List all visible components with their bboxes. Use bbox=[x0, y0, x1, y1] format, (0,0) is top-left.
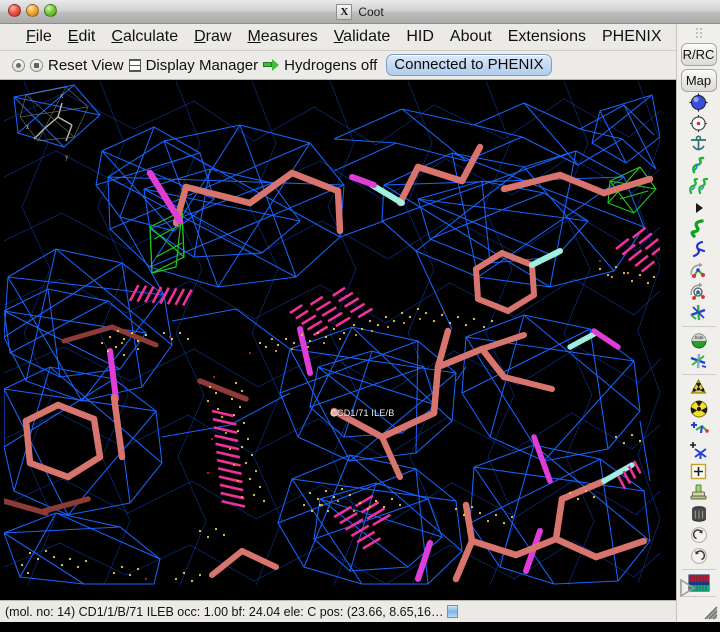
run-refmac-icon[interactable] bbox=[679, 572, 719, 593]
radiation-hazard-icon[interactable] bbox=[679, 398, 719, 419]
color-swatch-blue[interactable] bbox=[447, 605, 459, 618]
zoom-button[interactable] bbox=[44, 4, 57, 17]
protein-model-bonds bbox=[4, 143, 654, 583]
density-map-and-model-canvas bbox=[4, 81, 660, 588]
sidebar-separator bbox=[681, 374, 716, 375]
backbone-zigzag-icon[interactable] bbox=[679, 239, 719, 260]
green-arrow-icon[interactable] bbox=[263, 59, 280, 71]
menubar: File Edit Calculate Draw Measures Valida… bbox=[0, 24, 720, 51]
menu-validate[interactable]: Validate bbox=[333, 28, 391, 45]
play-button[interactable] bbox=[674, 576, 700, 600]
menu-about[interactable]: About bbox=[449, 28, 492, 45]
clash-marker-group bbox=[128, 226, 660, 550]
place-atom-at-pointer-icon[interactable] bbox=[679, 461, 719, 482]
sidebar-separator bbox=[681, 326, 716, 327]
sidebar-separator bbox=[681, 569, 716, 570]
right-toolbar: R/RC Map bbox=[676, 24, 720, 632]
toolbar: Reset View Display Manager Hydrogens off… bbox=[0, 51, 720, 80]
menu-file[interactable]: File bbox=[26, 28, 52, 45]
undo-icon[interactable] bbox=[679, 524, 719, 545]
delete-item-icon[interactable] bbox=[679, 503, 719, 524]
add-alt-conf-icon[interactable] bbox=[679, 440, 719, 461]
rotate-translate-atom-icon[interactable] bbox=[679, 281, 719, 302]
redo-icon[interactable] bbox=[679, 545, 719, 566]
density-mesh-background-layer bbox=[4, 81, 660, 586]
molecular-graphics-viewport[interactable]: CD1/71 ILE/B x y z bbox=[4, 81, 660, 588]
menu-measures[interactable]: Measures bbox=[247, 28, 318, 45]
close-button[interactable] bbox=[8, 4, 21, 17]
map-button[interactable]: Map bbox=[680, 69, 717, 92]
r-rc-button[interactable]: R/RC bbox=[680, 43, 717, 66]
add-terminal-residue-icon[interactable] bbox=[679, 419, 719, 440]
menu-extensions[interactable]: Extensions bbox=[507, 28, 586, 45]
ribbon-double-icon[interactable] bbox=[679, 176, 719, 197]
minimize-button[interactable] bbox=[26, 4, 39, 17]
status-text: (mol. no: 14) CD1/1/B/71 ILEB occ: 1.00 … bbox=[5, 604, 444, 619]
anchor-atom-icon[interactable] bbox=[679, 134, 719, 155]
x11-app-icon: X bbox=[336, 4, 353, 20]
menu-draw[interactable]: Draw bbox=[194, 28, 232, 45]
window-titlebar: X Coot bbox=[0, 0, 720, 24]
hydrogens-toggle-button[interactable]: Hydrogens off bbox=[284, 56, 378, 74]
resize-grip-icon[interactable] bbox=[704, 606, 718, 620]
window-controls bbox=[8, 4, 57, 17]
sphere-crosshair-icon[interactable] bbox=[679, 92, 719, 113]
contact-dots-group bbox=[20, 260, 656, 583]
axes-faint-mesh bbox=[19, 86, 89, 142]
radio-button-left-icon[interactable] bbox=[12, 58, 25, 72]
sidebar-icon-list: Side bbox=[677, 92, 720, 599]
svg-text:Side: Side bbox=[694, 335, 704, 340]
toolbar-drag-handle[interactable] bbox=[695, 28, 703, 40]
menu-edit[interactable]: Edit bbox=[67, 28, 96, 45]
torsion-general-icon[interactable] bbox=[679, 350, 719, 371]
layers-icon[interactable] bbox=[128, 58, 141, 72]
menu-phenix[interactable]: PHENIX bbox=[601, 28, 662, 45]
play-triangle-icon[interactable] bbox=[679, 197, 719, 218]
mutate-auto-fit-icon[interactable] bbox=[679, 377, 719, 398]
axis-label-z: z bbox=[26, 123, 30, 131]
menu-calculate[interactable]: Calculate bbox=[111, 28, 179, 45]
radio-button-right-icon[interactable] bbox=[30, 58, 43, 72]
phenix-connection-status[interactable]: Connected to PHENIX bbox=[386, 54, 552, 76]
window-bottom-edge bbox=[0, 622, 720, 632]
statusbar: (mol. no: 14) CD1/1/B/71 ILEB occ: 1.00 … bbox=[0, 600, 676, 622]
menu-hid[interactable]: HID bbox=[406, 28, 434, 45]
ca-trace-icon[interactable] bbox=[679, 218, 719, 239]
display-manager-button[interactable]: Display Manager bbox=[145, 56, 259, 74]
sidebar-separator bbox=[681, 596, 716, 597]
green-density-box bbox=[149, 210, 185, 274]
ribbon-single-icon[interactable] bbox=[679, 155, 719, 176]
window-title: Coot bbox=[358, 5, 384, 19]
selected-atom-marker bbox=[330, 409, 338, 417]
reset-view-button[interactable]: Reset View bbox=[48, 56, 124, 74]
side-chain-sphere-icon[interactable]: Side bbox=[679, 329, 719, 350]
auto-fit-rotamer-icon[interactable] bbox=[679, 302, 719, 323]
window-title-group: X Coot bbox=[0, 0, 720, 24]
axis-label-y: y bbox=[65, 153, 69, 161]
rotate-translate-zone-icon[interactable] bbox=[679, 260, 719, 281]
stamp-clear-pending-icon[interactable] bbox=[679, 482, 719, 503]
axis-label-x: x bbox=[60, 92, 64, 100]
center-target-icon[interactable] bbox=[679, 113, 719, 134]
play-triangle-icon bbox=[680, 578, 696, 598]
